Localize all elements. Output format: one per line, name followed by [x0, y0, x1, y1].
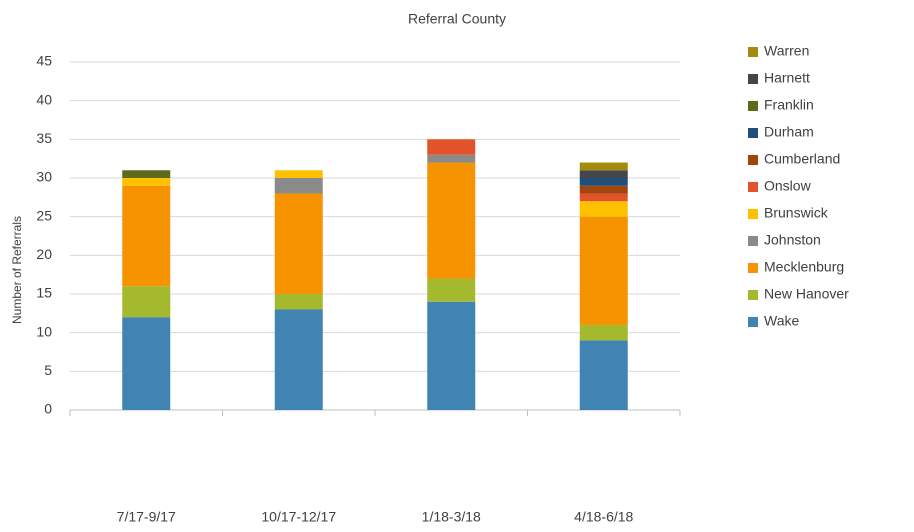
bar-segment — [579, 216, 628, 325]
bar-segment — [579, 162, 628, 171]
x-tick-label: 7/17-9/17 — [117, 509, 176, 525]
legend-label: Onslow — [764, 178, 812, 194]
y-tick-label: 0 — [44, 401, 52, 417]
legend-swatch — [748, 101, 758, 111]
bar-segment — [579, 170, 628, 178]
legend-label: Cumberland — [764, 151, 840, 167]
bar-segment — [122, 170, 171, 178]
y-tick-label: 25 — [36, 207, 52, 223]
bar-segment — [579, 178, 628, 186]
y-tick-label: 10 — [36, 323, 52, 339]
legend-swatch — [748, 155, 758, 165]
legend-swatch — [748, 236, 758, 246]
legend-swatch — [748, 209, 758, 219]
y-tick-label: 40 — [36, 91, 52, 107]
legend-label: Brunswick — [764, 205, 829, 221]
legend-label: New Hanover — [764, 286, 849, 302]
y-axis-label: Number of Referrals — [10, 216, 24, 324]
bar-segment — [274, 178, 323, 194]
bar-segment — [579, 201, 628, 217]
bar-segment — [579, 324, 628, 341]
chart-title: Referral County — [408, 11, 506, 27]
bar-segment — [427, 154, 476, 163]
legend-label: Franklin — [764, 97, 814, 113]
x-tick-label: 10/17-12/17 — [261, 509, 336, 525]
y-tick-label: 5 — [44, 362, 52, 378]
bar-segment — [274, 309, 323, 410]
bar-segment — [274, 193, 323, 294]
legend-label: Durham — [764, 124, 814, 140]
y-tick-label: 30 — [36, 169, 52, 185]
bar-segment — [427, 139, 476, 155]
legend-swatch — [748, 317, 758, 327]
legend-swatch — [748, 290, 758, 300]
bar-segment — [122, 178, 171, 186]
bar-segment — [122, 185, 171, 287]
legend-swatch — [748, 182, 758, 192]
legend-swatch — [748, 74, 758, 84]
x-tick-label: 4/18-6/18 — [574, 509, 633, 525]
bar-segment — [122, 286, 171, 318]
bar-segment — [579, 193, 628, 202]
legend-swatch — [748, 128, 758, 138]
y-tick-label: 20 — [36, 246, 52, 262]
legend-swatch — [748, 47, 758, 57]
x-tick-label: 1/18-3/18 — [422, 509, 481, 525]
bar-segment — [427, 301, 476, 410]
bar-segment — [427, 162, 476, 279]
bar-segment — [579, 340, 628, 410]
legend-label: Warren — [764, 43, 809, 59]
legend-label: Mecklenburg — [764, 259, 844, 275]
legend-label: Johnston — [764, 232, 821, 248]
legend-label: Harnett — [764, 70, 810, 86]
legend-swatch — [748, 263, 758, 273]
legend-label: Wake — [764, 313, 799, 329]
y-tick-label: 45 — [36, 53, 52, 69]
bar-segment — [427, 278, 476, 302]
bar-segment — [274, 170, 323, 178]
y-tick-label: 15 — [36, 285, 52, 301]
bar-segment — [579, 185, 628, 194]
bar-segment — [274, 294, 323, 310]
y-tick-label: 35 — [36, 130, 52, 146]
bar-segment — [122, 317, 171, 410]
